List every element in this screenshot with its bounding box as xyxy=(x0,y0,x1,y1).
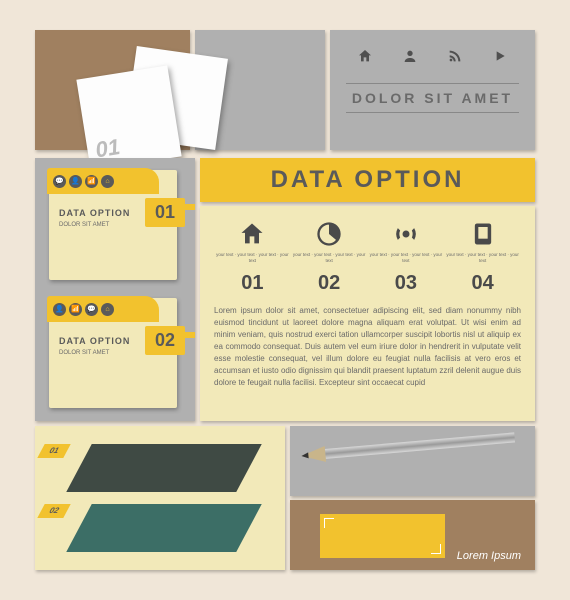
footer-text: Lorem Ipsum xyxy=(457,550,521,562)
pie-icon xyxy=(315,220,343,248)
home-icon: ⌂ xyxy=(101,303,114,316)
rss-icon: 📶 xyxy=(85,175,98,188)
home-icon: ⌂ xyxy=(101,175,114,188)
top-label: DOLOR SIT AMET xyxy=(346,83,519,113)
card-tab-1: 💬 👤 📶 ⌂ xyxy=(47,168,159,194)
person-icon: 👤 xyxy=(53,303,66,316)
sticky-note-1[interactable]: 01 xyxy=(76,65,181,170)
signal-icon xyxy=(392,220,420,248)
corner-icon xyxy=(431,544,441,554)
device-icon xyxy=(469,220,497,248)
chat-icon: 💬 xyxy=(53,175,66,188)
corner-icon xyxy=(324,518,334,528)
band-title: DATA OPTION xyxy=(271,166,465,194)
slash-label-1: 01 xyxy=(37,444,70,458)
card-tab-2: 👤 📶 💬 ⌂ xyxy=(47,296,159,322)
side-card-2[interactable]: 👤 📶 💬 ⌂ 02 DATA OPTION DOLOR SIT AMET xyxy=(49,298,177,408)
chat-icon: 💬 xyxy=(85,303,98,316)
feature-3[interactable]: your text · your text · your text · your… xyxy=(368,220,445,295)
title-band: DATA OPTION xyxy=(200,158,535,202)
slash-2[interactable] xyxy=(66,504,262,552)
top-right-tile: DOLOR SIT AMET xyxy=(330,30,535,150)
play-icon[interactable] xyxy=(492,48,508,69)
rss-icon[interactable] xyxy=(447,48,463,69)
slash-label-2: 02 xyxy=(37,504,70,518)
bottom-left-tile: 01 02 xyxy=(35,426,285,570)
main-panel: your text · your text · your text · your… xyxy=(200,206,535,421)
person-icon[interactable] xyxy=(402,48,418,69)
slash-1[interactable] xyxy=(66,444,262,492)
feature-2[interactable]: your text · your text · your text · your… xyxy=(291,220,368,295)
home-icon xyxy=(238,220,266,248)
yellow-callout[interactable] xyxy=(320,514,445,558)
card-number: 02 xyxy=(145,326,185,355)
side-card-1[interactable]: 💬 👤 📶 ⌂ 01 DATA OPTION DOLOR SIT AMET xyxy=(49,170,177,280)
person-icon: 👤 xyxy=(69,175,82,188)
feature-1[interactable]: your text · your text · your text · your… xyxy=(214,220,291,295)
card-number: 01 xyxy=(145,198,185,227)
body-text: Lorem ipsum dolor sit amet, consectetuer… xyxy=(214,305,521,389)
home-icon[interactable] xyxy=(357,48,373,69)
rss-icon: 📶 xyxy=(69,303,82,316)
feature-4[interactable]: your text · your text · your text · your… xyxy=(444,220,521,295)
